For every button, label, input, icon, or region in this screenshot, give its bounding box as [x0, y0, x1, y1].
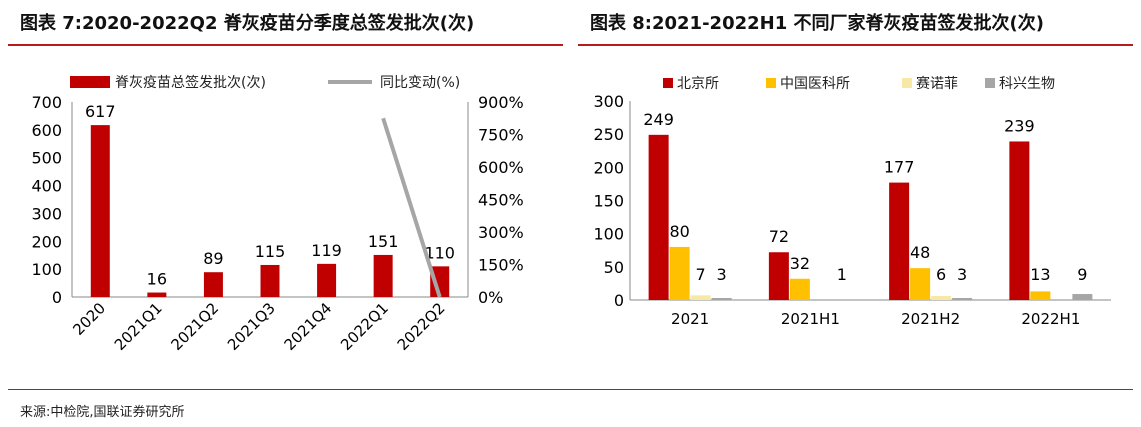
bar-value-label: 115 — [255, 242, 286, 261]
y-tick-label: 200 — [593, 158, 624, 177]
bar — [931, 296, 952, 300]
bar-value-label: 3 — [717, 265, 727, 284]
bar — [1009, 141, 1030, 300]
bar — [90, 125, 110, 297]
left-chart-title: 图表 7:2020-2022Q2 脊灰疫苗分季度总签发批次(次) — [20, 13, 475, 34]
bar-value-label: 13 — [1030, 265, 1050, 284]
bar — [203, 272, 223, 297]
bar-value-label: 177 — [884, 158, 915, 177]
y-tick-label: 50 — [604, 258, 624, 277]
legend-label: 北京所 — [677, 76, 719, 92]
y-tick-label: 300 — [593, 92, 624, 111]
x-tick-label: 2021 — [671, 310, 709, 328]
bar-value-label: 1 — [837, 265, 847, 284]
quarterly-batches-chart: 脊灰疫苗总签发批次(次) 同比变动(%) 0 100 200 300 400 500 600 70… — [31, 74, 524, 354]
right-chart-title: 图表 8:2021-2022H1 不同厂家脊灰疫苗签发批次(次) — [590, 13, 1044, 34]
legend-swatch — [985, 78, 995, 88]
bar — [147, 292, 167, 297]
bar-value-label: 110 — [424, 243, 455, 262]
bar — [768, 252, 789, 300]
x-tick-label: 2022H1 — [1021, 310, 1080, 328]
y-tick-label: 100 — [593, 225, 624, 244]
bar — [711, 298, 732, 300]
bar-value-label: 249 — [643, 110, 674, 129]
bar — [430, 266, 450, 297]
bar-value-label: 3 — [957, 265, 967, 284]
bar — [952, 298, 973, 300]
x-tick-label: 2021H2 — [901, 310, 960, 328]
bar-value-label: 89 — [203, 249, 223, 268]
x-tick-label: 2022Q2 — [394, 299, 449, 354]
x-tick-label: 2020 — [69, 299, 109, 339]
bar-value-label: 617 — [85, 102, 116, 121]
right-y-tick-label: 300% — [478, 223, 524, 242]
bar — [648, 134, 669, 300]
legend-label-line: 同比变动(%) — [380, 75, 460, 91]
right-y-tick-label: 900% — [478, 93, 524, 112]
right-y-tick-label: 450% — [478, 191, 524, 210]
bar-value-label: 9 — [1077, 265, 1087, 284]
right-y-tick-label: 150% — [478, 256, 524, 275]
source-note: 来源:中检院,国联证券研究所 — [20, 405, 185, 420]
x-tick-label: 2022Q1 — [337, 299, 392, 354]
legend-label-bars: 脊灰疫苗总签发批次(次) — [115, 74, 266, 91]
bar-value-label: 48 — [910, 243, 930, 262]
bar-value-label: 151 — [368, 232, 399, 251]
bar — [831, 299, 852, 300]
bar — [317, 263, 337, 297]
bar-value-label: 72 — [769, 227, 789, 246]
bar-value-label: 32 — [790, 254, 810, 273]
bar — [889, 182, 910, 300]
y-tick-label: 250 — [593, 125, 624, 144]
left-y-tick-label: 300 — [31, 204, 62, 223]
bar-value-label: 80 — [669, 222, 689, 241]
footer-rule — [8, 389, 1133, 390]
bar-value-label: 239 — [1004, 116, 1035, 135]
left-title-rule — [8, 44, 563, 46]
legend: 北京所 中国医科所 赛诺菲 科兴生物 — [663, 76, 1055, 92]
bar-value-label: 6 — [936, 265, 946, 284]
y-tick-label: 150 — [593, 192, 624, 211]
left-y-tick-label: 0 — [52, 288, 62, 307]
legend: 脊灰疫苗总签发批次(次) 同比变动(%) — [70, 74, 460, 91]
left-y-tick-label: 400 — [31, 177, 62, 196]
right-y-tick-label: 750% — [478, 126, 524, 145]
legend-label: 赛诺菲 — [916, 76, 958, 92]
legend-swatch — [766, 78, 776, 88]
yoy-line — [381, 117, 442, 298]
x-tick-label: 2021Q3 — [224, 299, 279, 354]
legend-swatch — [902, 78, 912, 88]
right-title-rule — [578, 44, 1133, 46]
bar — [690, 295, 711, 300]
bar — [373, 254, 393, 297]
legend-label: 中国医科所 — [780, 76, 850, 92]
legend-swatch-bars — [70, 76, 110, 88]
left-y-tick-label: 600 — [31, 121, 62, 140]
legend-swatch — [663, 78, 673, 88]
y-tick-label: 0 — [614, 291, 624, 310]
bar — [669, 246, 690, 300]
bar-value-label: 119 — [311, 241, 342, 260]
bar — [910, 268, 931, 300]
x-tick-label: 2021Q4 — [281, 299, 336, 354]
bar-value-label: 7 — [696, 265, 706, 284]
bar — [1030, 291, 1051, 300]
left-y-tick-label: 700 — [31, 93, 62, 112]
right-y-tick-label: 600% — [478, 158, 524, 177]
right-y-tick-label: 0% — [478, 288, 503, 307]
left-y-tick-label: 100 — [31, 260, 62, 279]
bar — [789, 278, 810, 300]
left-y-tick-label: 200 — [31, 232, 62, 251]
x-tick-label: 2021Q2 — [167, 299, 222, 354]
bar — [260, 264, 280, 297]
bar-value-label: 16 — [147, 270, 167, 289]
legend-label: 科兴生物 — [999, 76, 1055, 92]
left-y-tick-label: 500 — [31, 149, 62, 168]
x-tick-label: 2021H1 — [781, 310, 840, 328]
x-tick-label: 2021Q1 — [111, 299, 166, 354]
bar — [1072, 294, 1093, 300]
